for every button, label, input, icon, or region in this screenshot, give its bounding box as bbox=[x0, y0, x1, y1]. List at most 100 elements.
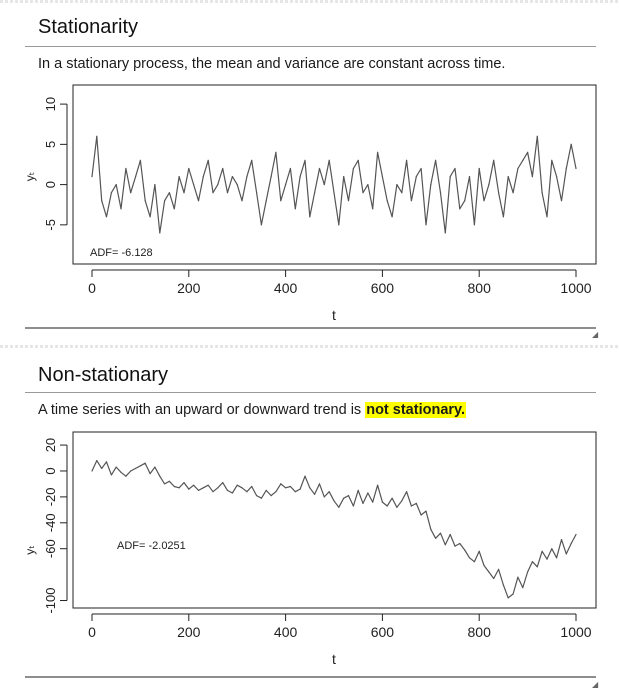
data-point bbox=[105, 216, 108, 218]
adf-annotation: ADF= -2.0251 bbox=[117, 540, 186, 552]
y-tick-label: 10 bbox=[43, 97, 58, 111]
y-tick-label: -5 bbox=[43, 219, 58, 231]
data-point bbox=[241, 200, 243, 202]
data-point bbox=[459, 542, 461, 545]
data-point bbox=[338, 506, 340, 508]
data-point bbox=[531, 561, 534, 563]
data-point bbox=[410, 200, 412, 202]
data-point bbox=[193, 184, 195, 186]
data-point bbox=[551, 548, 553, 550]
data-point bbox=[178, 176, 180, 178]
data-point bbox=[483, 564, 485, 567]
data-point bbox=[396, 184, 398, 186]
data-point bbox=[449, 533, 451, 536]
bottom-rule bbox=[25, 676, 596, 678]
data-point bbox=[435, 159, 437, 161]
data-point bbox=[507, 597, 509, 599]
data-point bbox=[570, 542, 572, 545]
data-point bbox=[541, 192, 543, 194]
data-point bbox=[265, 200, 267, 202]
data-point bbox=[391, 497, 393, 499]
data-point bbox=[435, 537, 437, 539]
data-point bbox=[478, 167, 480, 170]
data-point bbox=[173, 208, 175, 210]
data-point bbox=[420, 167, 422, 170]
data-point bbox=[333, 500, 335, 502]
data-point bbox=[372, 501, 374, 503]
data-point bbox=[139, 159, 141, 161]
data-point bbox=[478, 550, 480, 552]
data-point bbox=[159, 232, 161, 234]
data-point bbox=[464, 549, 466, 551]
data-point bbox=[125, 167, 127, 170]
data-point bbox=[314, 192, 316, 194]
data-point bbox=[222, 167, 224, 170]
data-point bbox=[488, 571, 490, 573]
data-point bbox=[512, 192, 514, 194]
data-point bbox=[115, 184, 117, 186]
data-point bbox=[285, 487, 287, 489]
highlighted-text: not stationary. bbox=[365, 402, 467, 418]
data-point bbox=[173, 485, 175, 488]
data-point bbox=[144, 200, 146, 202]
data-point bbox=[96, 460, 98, 462]
data-point bbox=[546, 216, 548, 218]
data-point bbox=[304, 475, 306, 477]
data-point bbox=[289, 485, 291, 488]
data-point bbox=[367, 492, 369, 494]
x-tick-label: 800 bbox=[468, 280, 492, 296]
data-point bbox=[318, 483, 321, 485]
data-point bbox=[415, 176, 417, 178]
data-point bbox=[294, 208, 296, 210]
data-point bbox=[381, 501, 383, 503]
data-point bbox=[231, 492, 233, 494]
data-point bbox=[260, 224, 262, 226]
data-point bbox=[517, 167, 519, 170]
data-point bbox=[328, 159, 330, 161]
data-point bbox=[130, 192, 132, 194]
data-point bbox=[352, 505, 354, 507]
data-point bbox=[439, 192, 442, 194]
data-point bbox=[188, 167, 190, 170]
data-point bbox=[372, 208, 374, 210]
data-point bbox=[507, 176, 509, 178]
data-point bbox=[493, 577, 495, 580]
data-point bbox=[105, 461, 108, 463]
data-point bbox=[560, 539, 563, 541]
data-point bbox=[197, 200, 200, 202]
data-point bbox=[154, 466, 156, 468]
data-point bbox=[130, 470, 132, 472]
data-point bbox=[188, 488, 190, 490]
data-point bbox=[231, 176, 233, 178]
data-point bbox=[159, 475, 161, 477]
data-point bbox=[217, 487, 219, 489]
data-point bbox=[270, 176, 272, 178]
y-tick-label: -100 bbox=[43, 588, 58, 614]
y-tick-label: 5 bbox=[43, 141, 58, 148]
data-point bbox=[415, 502, 417, 504]
section-title-non-stationary: Non-stationary bbox=[38, 364, 169, 386]
section-description: In a stationary process, the mean and va… bbox=[38, 56, 506, 72]
data-point bbox=[386, 200, 388, 202]
data-point bbox=[406, 159, 408, 161]
data-point bbox=[164, 483, 166, 485]
data-point bbox=[168, 192, 170, 194]
corner-mark: ◢ bbox=[592, 330, 599, 339]
y-axis-label: yₜ bbox=[23, 545, 37, 555]
data-point bbox=[212, 192, 214, 194]
data-point bbox=[454, 545, 456, 547]
section-divider bbox=[0, 345, 619, 348]
data-point bbox=[473, 224, 475, 226]
data-point bbox=[101, 200, 103, 202]
data-point bbox=[556, 176, 558, 178]
data-point bbox=[251, 159, 253, 161]
data-point bbox=[347, 200, 350, 202]
data-point bbox=[536, 566, 538, 568]
corner-mark: ◢ bbox=[592, 680, 599, 689]
x-tick-label: 0 bbox=[88, 280, 96, 296]
data-point bbox=[91, 176, 93, 178]
data-point bbox=[101, 467, 103, 469]
data-point bbox=[202, 487, 204, 489]
data-point bbox=[246, 491, 248, 493]
